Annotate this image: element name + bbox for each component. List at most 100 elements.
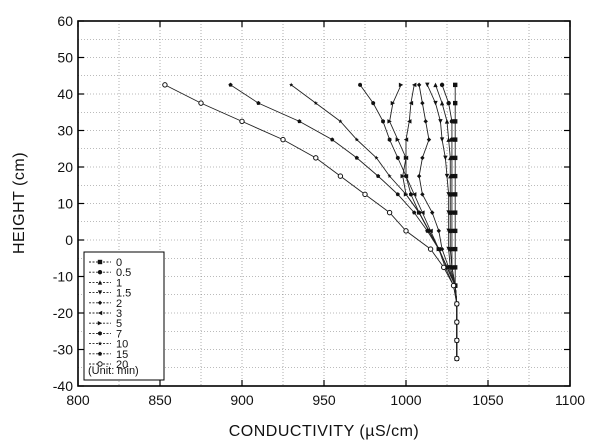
data-point [420, 210, 425, 215]
data-point [450, 282, 457, 289]
data-point [256, 100, 261, 105]
series-line-3 [405, 84, 458, 359]
data-point [443, 155, 448, 161]
data-point [453, 173, 458, 179]
legend-marker [97, 341, 103, 346]
data-point [354, 137, 359, 142]
data-point [420, 155, 425, 161]
legend-box [83, 251, 165, 381]
legend-marker [97, 351, 103, 356]
data-point [453, 228, 458, 234]
data-point [386, 209, 393, 216]
data-point [387, 119, 392, 124]
legend-marker [97, 310, 103, 316]
legend-label: 5 [116, 318, 122, 330]
legend-entry-0.5: 0.5 [89, 267, 131, 279]
legend-unit-note: (Unit: min) [88, 365, 139, 377]
y-tick-label: -30 [53, 342, 73, 358]
data-point [433, 100, 438, 106]
y-tick-label: -10 [53, 269, 73, 285]
legend-marker [97, 361, 103, 367]
data-point [198, 100, 204, 106]
legend-marker [97, 290, 103, 295]
legend-marker [97, 259, 103, 265]
data-point [436, 228, 441, 234]
data-point [449, 119, 455, 124]
x-tick-label: 1100 [555, 392, 585, 408]
data-point [239, 118, 245, 125]
y-tick-label: 0 [65, 232, 73, 248]
data-point [420, 100, 425, 106]
data-point [358, 82, 362, 88]
legend-entry-15: 15 [89, 349, 128, 361]
data-point [416, 82, 422, 88]
legend-label: 3 [116, 308, 122, 320]
data-point [446, 100, 451, 106]
data-point [453, 137, 458, 142]
data-point [330, 137, 335, 142]
y-axis-title: HEIGHT (cm) [11, 152, 28, 254]
data-point [412, 210, 417, 215]
legend-label: 20 [116, 359, 128, 371]
data-point [433, 82, 438, 88]
data-point [430, 210, 435, 215]
data-point [337, 173, 344, 179]
data-point [454, 301, 460, 307]
legend-marker [97, 280, 103, 285]
series-line-20 [164, 84, 458, 359]
legend-label: 10 [116, 339, 128, 351]
data-point [453, 210, 458, 215]
data-point [427, 246, 434, 252]
data-point [453, 155, 458, 161]
data-point [439, 100, 445, 106]
data-point [423, 119, 428, 124]
legend-label: 2 [116, 298, 122, 310]
legend-entry-0: 0 [89, 257, 122, 269]
data-point [454, 319, 460, 325]
data-point [453, 246, 458, 252]
series-line-1.5 [426, 84, 458, 359]
data-point [436, 246, 441, 251]
data-point [453, 265, 458, 270]
y-tick-label: 30 [57, 123, 73, 139]
data-point [446, 246, 451, 252]
data-point [444, 119, 450, 124]
data-point [162, 82, 168, 88]
data-point [453, 100, 458, 106]
data-point [403, 155, 409, 161]
legend-entry-1.5: 1.5 [89, 288, 131, 300]
data-point [338, 119, 343, 124]
data-point [448, 155, 453, 161]
data-point [395, 137, 400, 142]
legend-entry-3: 3 [89, 308, 122, 320]
series-20 [162, 82, 460, 362]
data-point [354, 155, 359, 160]
data-point [412, 82, 417, 88]
data-point [453, 119, 458, 124]
data-point [387, 173, 392, 178]
data-point [408, 100, 414, 106]
data-point [412, 192, 417, 197]
data-point [387, 137, 392, 142]
legend-entry-7: 7 [89, 328, 122, 340]
data-point [449, 137, 455, 142]
legend-marker [97, 300, 103, 305]
data-point [446, 228, 451, 234]
data-point [425, 228, 430, 233]
data-point [407, 119, 412, 124]
y-tick-label: -20 [53, 305, 73, 321]
x-tick-label: 950 [312, 392, 336, 408]
data-point [313, 155, 319, 161]
data-point [454, 355, 460, 362]
data-point [453, 192, 458, 197]
data-point [409, 192, 413, 197]
data-point [446, 210, 451, 215]
legend-entry-5: 5 [89, 318, 122, 330]
data-point [438, 119, 443, 124]
series-lines [162, 82, 460, 362]
data-point [228, 82, 233, 87]
data-point [395, 155, 400, 161]
y-tick-label: 10 [57, 196, 73, 212]
